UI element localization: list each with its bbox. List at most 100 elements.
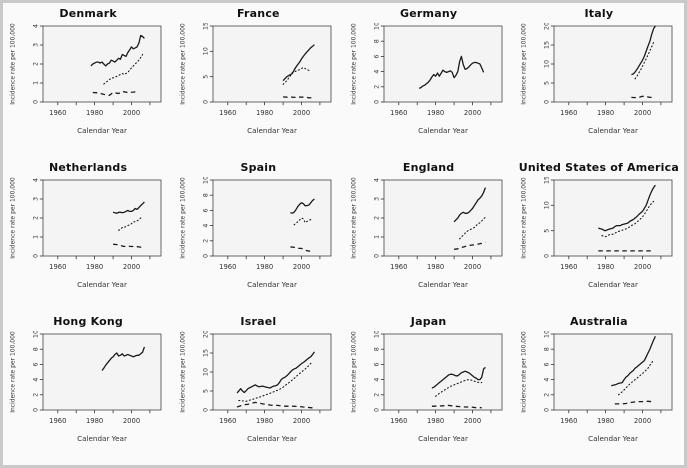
chart-title: Japan <box>410 315 447 328</box>
y-tick-label: 1 <box>32 81 40 85</box>
y-tick-label: 10 <box>542 60 550 68</box>
series-solid-line <box>236 351 316 394</box>
chart-plot: 1960 1980 2000 0 2 4 6 8 10 Calendar Year Incidenc… <box>520 331 673 443</box>
x-tick-label: 2000 <box>634 109 651 117</box>
x-tick-label: 1960 <box>390 417 407 425</box>
x-axis-label: Calendar Year <box>77 280 127 289</box>
series-solid-line <box>90 34 145 67</box>
series-dotted-line <box>103 53 144 85</box>
chart-title: Denmark <box>59 7 117 20</box>
x-tick-label: 1980 <box>427 109 444 117</box>
x-tick-label: 1980 <box>597 417 614 425</box>
chart-title: Netherlands <box>48 161 128 174</box>
y-tick-label: 2 <box>372 216 380 220</box>
x-tick-label: 1960 <box>560 417 577 425</box>
y-axis-label: Incidence rate per 100,000 <box>10 331 17 413</box>
y-tick-label: 0 <box>372 254 380 258</box>
series-dotted-line <box>617 359 655 396</box>
y-tick-label: 6 <box>202 208 210 212</box>
y-tick-label: 8 <box>202 193 210 197</box>
series-dotted-line <box>118 216 144 231</box>
y-tick-label: 2 <box>202 239 210 243</box>
y-tick-label: 4 <box>372 378 380 382</box>
chart-title: Germany <box>400 7 458 20</box>
x-tick-label: 2000 <box>123 417 140 425</box>
y-tick-label: 15 <box>202 23 210 30</box>
plot-area <box>212 179 332 257</box>
y-axis-label: Incidence rate per 100,000 <box>180 23 187 105</box>
series-solid-line <box>431 366 486 389</box>
y-tick-label: 20 <box>202 331 210 338</box>
y-tick-label: 6 <box>372 362 380 366</box>
y-tick-label: 0 <box>202 100 210 104</box>
series-dashed-line <box>92 90 140 96</box>
x-axis-label: Calendar Year <box>418 126 468 135</box>
y-tick-label: 0 <box>542 100 550 104</box>
chart-plot: 1960 1980 2000 0 1 2 3 4 Calendar Year Incidence … <box>10 23 162 135</box>
series-dashed-line <box>453 241 486 250</box>
y-tick-label: 10 <box>372 23 380 30</box>
y-tick-label: 10 <box>372 331 380 338</box>
y-axis-label: Incidence rate per 100,000 <box>350 177 357 259</box>
chart-plot: 1960 1980 2000 0 5 10 15 20 Calendar Year Inciden… <box>520 23 673 135</box>
y-tick-label: 2 <box>542 393 550 397</box>
y-tick-label: 0 <box>202 254 210 258</box>
y-tick-label: 15 <box>542 41 550 49</box>
chart-panel: France 1960 1980 2000 0 5 10 15 Calendar Year In… <box>173 3 343 157</box>
chart-panel: Spain 1960 1980 2000 0 2 4 6 8 10 Calendar Year In… <box>173 157 343 311</box>
y-tick-label: 2 <box>372 393 380 397</box>
x-axis-label: Calendar Year <box>588 280 638 289</box>
y-tick-label: 2 <box>32 62 40 66</box>
x-axis-label: Calendar Year <box>247 280 297 289</box>
x-tick-label: 2000 <box>293 109 310 117</box>
plot-area <box>553 25 673 103</box>
series-solid-line <box>290 198 316 214</box>
x-tick-label: 2000 <box>293 263 310 271</box>
y-tick-label: 0 <box>372 408 380 412</box>
plot-area <box>383 333 503 411</box>
y-tick-label: 15 <box>542 177 550 184</box>
y-tick-label: 5 <box>542 229 550 233</box>
y-tick-label: 15 <box>202 349 210 357</box>
chart-plot: 1960 1980 2000 0 1 2 3 4 Calendar Year Incidence … <box>10 177 162 289</box>
x-tick-label: 1960 <box>560 263 577 271</box>
x-axis-label: Calendar Year <box>77 434 127 443</box>
chart-panel: England 1960 1980 2000 0 1 2 3 4 Calendar Year In… <box>344 157 514 311</box>
plot-area <box>553 179 673 257</box>
y-axis-label: Incidence rate per 100,000 <box>10 23 17 105</box>
x-axis-label: Calendar Year <box>77 126 127 135</box>
x-tick-label: 2000 <box>634 417 651 425</box>
y-tick-label: 3 <box>32 197 40 201</box>
chart-title: Australia <box>569 315 628 328</box>
x-tick-label: 1960 <box>220 109 237 117</box>
plot-area <box>553 333 673 411</box>
y-tick-label: 3 <box>372 197 380 201</box>
y-tick-label: 4 <box>542 378 550 382</box>
chart-panel: Hong Kong 1960 1980 2000 0 2 4 6 8 10 Calendar Ye… <box>3 311 173 465</box>
x-tick-label: 1960 <box>390 109 407 117</box>
y-axis-label: Incidence rate per 100,000 <box>180 331 187 413</box>
x-tick-label: 1980 <box>86 263 103 271</box>
series-dotted-line <box>282 66 312 85</box>
y-axis-label: Incidence rate per 100,000 <box>350 23 357 105</box>
x-tick-label: 1980 <box>86 109 103 117</box>
x-tick-label: 1980 <box>597 109 614 117</box>
x-tick-label: 2000 <box>293 417 310 425</box>
series-dashed-line <box>237 401 315 409</box>
chart-title: France <box>237 7 280 20</box>
series-solid-line <box>101 346 146 371</box>
y-tick-label: 5 <box>202 75 210 79</box>
x-tick-label: 1960 <box>49 263 66 271</box>
x-tick-label: 2000 <box>123 263 140 271</box>
series-dashed-line <box>614 400 654 405</box>
y-axis-label: Incidence rate per 100,000 <box>520 23 527 105</box>
y-tick-label: 20 <box>542 23 550 30</box>
y-tick-label: 4 <box>372 70 380 74</box>
plot-area <box>212 25 332 103</box>
series-solid-line <box>598 184 656 232</box>
y-tick-label: 10 <box>202 368 210 376</box>
y-tick-label: 2 <box>32 216 40 220</box>
y-tick-label: 10 <box>202 177 210 184</box>
y-tick-label: 8 <box>372 347 380 351</box>
x-tick-label: 1980 <box>256 263 273 271</box>
